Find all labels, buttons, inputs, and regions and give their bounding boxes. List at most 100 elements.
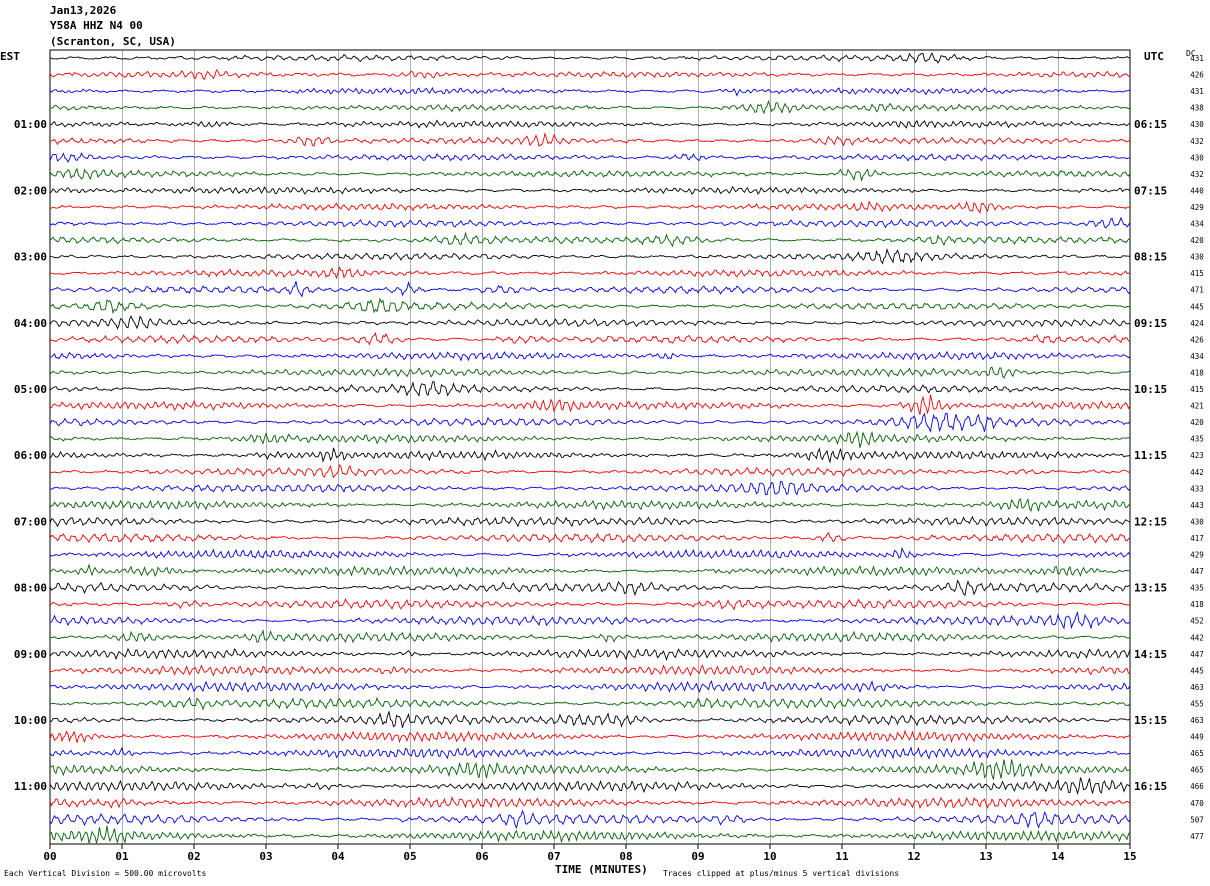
x-tick-label: 10 xyxy=(763,850,776,863)
trace-row-12 xyxy=(49,247,1131,265)
trace-row-15 xyxy=(49,297,1131,315)
x-axis-title: TIME (MINUTES) xyxy=(555,863,648,876)
trace-row-22 xyxy=(49,412,1131,433)
trace-row-39 xyxy=(49,696,1131,711)
x-tick-label: 02 xyxy=(187,850,200,863)
trace-row-46 xyxy=(49,809,1131,830)
x-tick-label: 11 xyxy=(835,850,849,863)
station-label: Y58A HHZ N4 00 xyxy=(50,19,143,32)
trace-row-33 xyxy=(49,597,1130,611)
trace-row-31 xyxy=(49,563,1131,578)
trace-row-10 xyxy=(49,216,1131,229)
trace-row-40 xyxy=(49,710,1131,728)
dc-offset-label: 429 xyxy=(1190,203,1204,212)
dc-offset-label: 435 xyxy=(1190,435,1204,444)
dc-offset-label: 463 xyxy=(1190,716,1204,725)
dc-offset-label: 445 xyxy=(1190,302,1204,311)
trace-row-34 xyxy=(49,611,1131,630)
dc-offset-label: 429 xyxy=(1190,551,1204,560)
dc-offset-label: 465 xyxy=(1190,766,1204,775)
trace-row-27 xyxy=(49,498,1131,513)
utc-axis-title: UTC xyxy=(1144,50,1164,63)
dc-offset-label: 433 xyxy=(1190,484,1204,493)
trace-row-38 xyxy=(49,679,1131,694)
trace-row-43 xyxy=(49,759,1131,780)
dc-offset-label: 432 xyxy=(1190,137,1204,146)
utc-hour-label: 13:15 xyxy=(1134,582,1167,595)
trace-row-7 xyxy=(49,167,1131,182)
trace-row-14 xyxy=(49,281,1131,298)
est-hour-label: 09:00 xyxy=(14,648,47,661)
dc-offset-label: 415 xyxy=(1190,269,1204,278)
dc-offset-label: 423 xyxy=(1190,451,1204,460)
trace-row-45 xyxy=(49,796,1131,810)
dc-offset-label: 452 xyxy=(1190,617,1204,626)
utc-hour-label: 15:15 xyxy=(1134,714,1167,727)
x-tick-label: 09 xyxy=(691,850,704,863)
trace-row-1 xyxy=(49,68,1131,81)
trace-row-29 xyxy=(49,531,1131,544)
dc-offset-label: 470 xyxy=(1190,799,1204,808)
est-hour-label: 06:00 xyxy=(14,449,47,462)
trace-row-0 xyxy=(49,52,1131,64)
dc-offset-label: 421 xyxy=(1190,402,1204,411)
dc-offset-label: 430 xyxy=(1190,153,1204,162)
location-label: (Scranton, SC, USA) xyxy=(50,35,176,48)
trace-row-20 xyxy=(49,381,1130,397)
trace-row-35 xyxy=(49,628,1131,644)
est-hour-label: 11:00 xyxy=(14,780,47,793)
dc-offset-label: 418 xyxy=(1190,368,1204,377)
dc-offset-label: 426 xyxy=(1190,71,1204,80)
dc-offset-label: 449 xyxy=(1190,733,1204,742)
est-hour-label: 04:00 xyxy=(14,317,47,330)
dc-offset-label: 430 xyxy=(1190,120,1204,129)
dc-offset-label: 440 xyxy=(1190,186,1204,195)
trace-row-16 xyxy=(49,315,1131,330)
utc-hour-label: 06:15 xyxy=(1134,118,1167,131)
est-hour-label: 10:00 xyxy=(14,714,47,727)
trace-row-44 xyxy=(49,777,1131,796)
utc-hour-label: 10:15 xyxy=(1134,383,1167,396)
trace-row-8 xyxy=(49,185,1131,195)
est-hour-label: 02:00 xyxy=(14,184,47,197)
dc-offset-label: 447 xyxy=(1190,567,1204,576)
dc-offset-label: 434 xyxy=(1190,220,1204,229)
x-tick-label: 00 xyxy=(43,850,56,863)
trace-row-36 xyxy=(49,647,1131,661)
dc-offset-label: 432 xyxy=(1190,170,1204,179)
trace-row-26 xyxy=(49,480,1131,496)
dc-offset-label: 415 xyxy=(1190,385,1204,394)
trace-row-17 xyxy=(49,331,1131,346)
trace-row-25 xyxy=(50,463,1131,479)
date-label: Jan13,2026 xyxy=(50,4,117,17)
utc-hour-label: 07:15 xyxy=(1134,184,1167,197)
trace-row-41 xyxy=(49,729,1131,744)
dc-offset-label: 466 xyxy=(1190,782,1204,791)
trace-row-37 xyxy=(49,664,1131,677)
est-hour-label: 07:00 xyxy=(14,515,47,528)
plot-frame xyxy=(49,49,1131,845)
trace-row-2 xyxy=(49,87,1131,97)
x-tick-label: 07 xyxy=(547,850,560,863)
dc-offset-label: 420 xyxy=(1190,236,1204,245)
dc-offset-label: 447 xyxy=(1190,650,1204,659)
utc-hour-label: 16:15 xyxy=(1134,780,1167,793)
dc-offset-label: 418 xyxy=(1190,600,1204,609)
dc-offset-label: 434 xyxy=(1190,352,1204,361)
utc-hour-label: 11:15 xyxy=(1134,449,1167,462)
trace-row-24 xyxy=(49,447,1131,464)
dc-offset-label: 471 xyxy=(1190,286,1204,295)
trace-row-9 xyxy=(49,200,1131,215)
est-axis-title: EST xyxy=(0,50,20,63)
est-hour-label: 08:00 xyxy=(14,582,47,595)
trace-row-6 xyxy=(49,152,1131,163)
utc-hour-label: 09:15 xyxy=(1134,317,1167,330)
dc-offset-label: 507 xyxy=(1190,815,1204,824)
scale-note: Each Vertical Division = 500.00 microvol… xyxy=(4,869,207,878)
trace-row-23 xyxy=(49,430,1131,448)
dc-offset-label: 430 xyxy=(1190,253,1204,262)
x-tick-label: 13 xyxy=(979,850,992,863)
utc-hour-label: 14:15 xyxy=(1134,648,1167,661)
